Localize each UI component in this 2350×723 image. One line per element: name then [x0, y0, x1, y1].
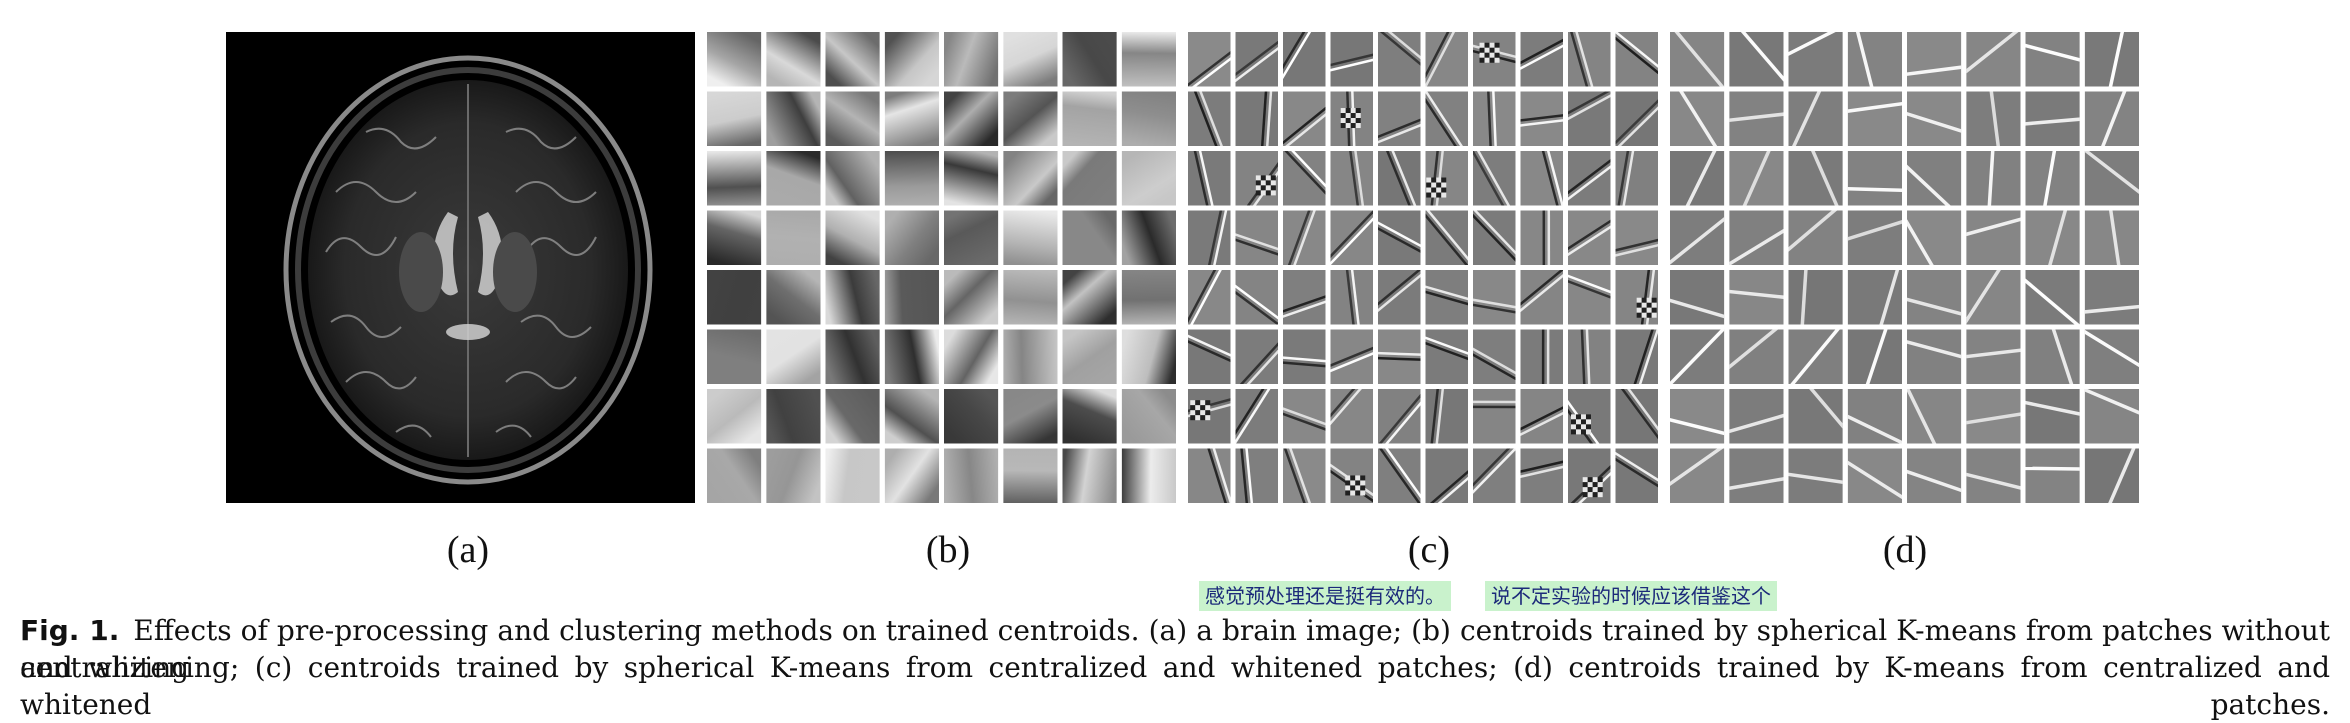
centroid-patch — [766, 151, 820, 206]
centroid-patch — [1063, 270, 1117, 325]
centroid-patch — [766, 449, 820, 504]
centroid-patch — [885, 32, 939, 87]
brain-mri-drawing — [226, 32, 695, 503]
annotation-note-1[interactable]: 感觉预处理还是挺有效的。 — [1199, 581, 1451, 611]
centroid-patch — [1122, 32, 1176, 87]
centroid-grid-b-svg — [707, 32, 1176, 503]
centroid-patch — [1122, 449, 1176, 504]
centroid-patch — [885, 270, 939, 325]
centroid-patch — [826, 32, 880, 87]
centroid-patch — [944, 32, 998, 87]
centroid-patch — [1122, 211, 1176, 266]
centroid-patch — [707, 32, 761, 87]
centroid-patch — [885, 330, 939, 385]
centroid-patch — [1063, 211, 1117, 266]
centroid-patch — [1003, 449, 1057, 504]
panel-label-b: (b) — [888, 528, 1008, 572]
annotation-note-2[interactable]: 说不定实验的时候应该借鉴这个 — [1485, 581, 1777, 611]
centroid-grid-b — [707, 32, 1176, 503]
centroid-patch — [1063, 330, 1117, 385]
centroid-patch — [944, 449, 998, 504]
centroid-patch — [1122, 151, 1176, 206]
centroid-patch — [1003, 270, 1057, 325]
centroid-patch — [766, 32, 820, 87]
centroid-patch — [1003, 330, 1057, 385]
centroid-patch — [1063, 92, 1117, 147]
centroid-patch — [1063, 449, 1117, 504]
centroid-patch — [826, 389, 880, 444]
centroid-patch — [707, 449, 761, 504]
centroid-patch — [944, 211, 998, 266]
centroid-patch — [1122, 389, 1176, 444]
centroid-patch — [1063, 32, 1117, 87]
panel-label-a: (a) — [408, 528, 528, 572]
caption-text-2: and whitening; (c) centroids trained by … — [20, 651, 2330, 721]
panel-label-c: (c) — [1369, 528, 1489, 572]
centroid-grid-d-svg — [1670, 32, 2139, 503]
centroid-patch — [1122, 270, 1176, 325]
centroid-patch — [826, 151, 880, 206]
centroid-grid-c-svg — [1188, 32, 1658, 503]
centroid-patch — [944, 330, 998, 385]
centroid-patch — [1063, 151, 1117, 206]
centroid-patch — [766, 92, 820, 147]
centroid-patch — [1122, 92, 1176, 147]
centroid-patch — [885, 211, 939, 266]
centroid-patch — [1003, 32, 1057, 87]
centroid-patch — [766, 270, 820, 325]
centroid-patch — [766, 330, 820, 385]
centroid-patch — [1003, 389, 1057, 444]
brain-mri-image — [226, 32, 695, 503]
centroid-patch — [766, 389, 820, 444]
centroid-patch — [1003, 211, 1057, 266]
centroid-grid-d — [1670, 32, 2139, 503]
centroid-patch — [1003, 151, 1057, 206]
centroid-grid-c — [1188, 32, 1658, 503]
figure-label: Fig. 1. — [20, 614, 119, 647]
centroid-patch — [826, 211, 880, 266]
centroid-patch — [766, 211, 820, 266]
centroid-patch — [944, 389, 998, 444]
centroid-patch — [707, 270, 761, 325]
centroid-patch — [707, 330, 761, 385]
centroid-patch — [826, 330, 880, 385]
centroid-patch — [1003, 92, 1057, 147]
centroid-patch — [707, 389, 761, 444]
centroid-patch — [1063, 389, 1117, 444]
centroid-patch — [707, 92, 761, 147]
centroid-patch — [885, 92, 939, 147]
figure-caption-line-2: and whitening; (c) centroids trained by … — [20, 649, 2330, 723]
centroid-patch — [1122, 330, 1176, 385]
panel-label-d: (d) — [1845, 528, 1965, 572]
centroid-patch — [944, 151, 998, 206]
centroid-patch — [826, 270, 880, 325]
centroid-patch — [826, 449, 880, 504]
centroid-patch — [944, 270, 998, 325]
centroid-patch — [826, 92, 880, 147]
centroid-patch — [944, 92, 998, 147]
centroid-patch — [707, 211, 761, 266]
centroid-patch — [707, 151, 761, 206]
centroid-patch — [885, 151, 939, 206]
centroid-patch — [885, 389, 939, 444]
centroid-patch — [885, 449, 939, 504]
